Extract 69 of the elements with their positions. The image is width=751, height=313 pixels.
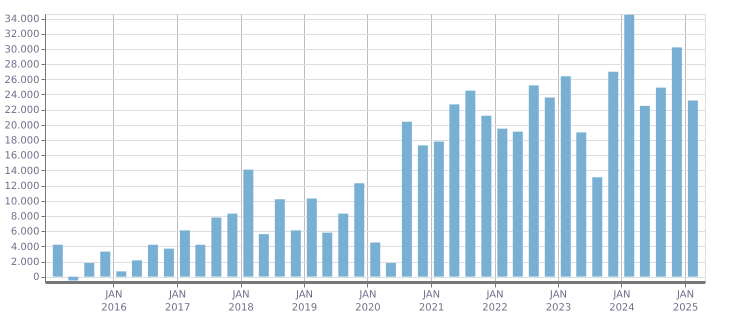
x-tick-label: JAN 2018: [228, 290, 254, 313]
y-tick-label: 2.000: [10, 257, 40, 268]
bar: [68, 276, 78, 280]
bar: [608, 72, 618, 277]
bar: [576, 132, 586, 277]
y-tick-label: 0: [33, 272, 40, 284]
bar: [322, 232, 332, 277]
bar: [148, 244, 158, 277]
bar: [386, 263, 396, 277]
bar: [306, 198, 317, 277]
x-tick-label: JAN 2025: [672, 290, 698, 313]
y-tick-label: 20.000: [4, 120, 40, 132]
x-tick-label: JAN 2022: [482, 290, 508, 313]
x-tick-label: JAN 2023: [546, 290, 572, 313]
y-tick-label: 4.000: [10, 242, 40, 253]
bar: [434, 142, 444, 277]
x-tick-label: JAN 2024: [609, 290, 635, 313]
bar: [338, 214, 348, 277]
bar: [274, 199, 285, 277]
bar: [116, 271, 126, 277]
bar: [290, 230, 301, 277]
bar: [227, 214, 238, 277]
bar: [672, 47, 682, 277]
bar: [243, 170, 254, 277]
bar: [100, 252, 110, 277]
bar: [84, 263, 94, 277]
bar: [560, 76, 571, 277]
bar: [132, 260, 142, 277]
y-tick-label: 16.000: [4, 150, 40, 162]
y-tick-label: 18.000: [4, 136, 40, 147]
bar: [624, 14, 634, 277]
bar: [402, 122, 412, 277]
x-tick-label: JAN 2019: [292, 290, 318, 313]
y-tick-label: 10.000: [4, 196, 40, 208]
y-tick-label: 32.000: [4, 29, 40, 40]
bar: [52, 244, 63, 277]
bar: [164, 248, 174, 277]
bar: [481, 116, 492, 277]
x-tick-label: JAN 2020: [355, 290, 381, 313]
y-tick-label: 14.000: [4, 166, 40, 177]
y-tick-label: 28.000: [4, 60, 40, 71]
x-tick-label: JAN 2017: [164, 290, 190, 313]
y-tick-label: 24.000: [4, 90, 40, 101]
bar: [370, 242, 380, 277]
bar: [418, 145, 428, 277]
x-tick-label: JAN 2016: [101, 290, 127, 313]
bar: [688, 100, 698, 277]
y-tick-label: 12.000: [4, 181, 40, 192]
y-tick-label: 22.000: [4, 105, 40, 116]
bar: [544, 98, 555, 277]
bar: [211, 217, 222, 277]
bar: [656, 88, 666, 277]
y-tick-label: 34.000: [4, 14, 40, 26]
bar: [465, 90, 476, 277]
bar: [640, 106, 650, 277]
y-tick-label: 8.000: [10, 211, 40, 222]
bar: [354, 183, 364, 277]
bar: [180, 230, 190, 277]
bar: [195, 244, 206, 277]
y-tick-label: 6.000: [10, 226, 40, 238]
bar: [512, 132, 523, 277]
bar: [528, 85, 539, 277]
bar: [258, 234, 269, 277]
bar: [449, 104, 460, 277]
bar: [592, 177, 602, 277]
bar: [497, 128, 508, 277]
y-tick-label: 30.000: [4, 44, 40, 56]
x-tick-label: JAN 2021: [418, 290, 444, 313]
y-tick-label: 26.000: [4, 74, 40, 86]
